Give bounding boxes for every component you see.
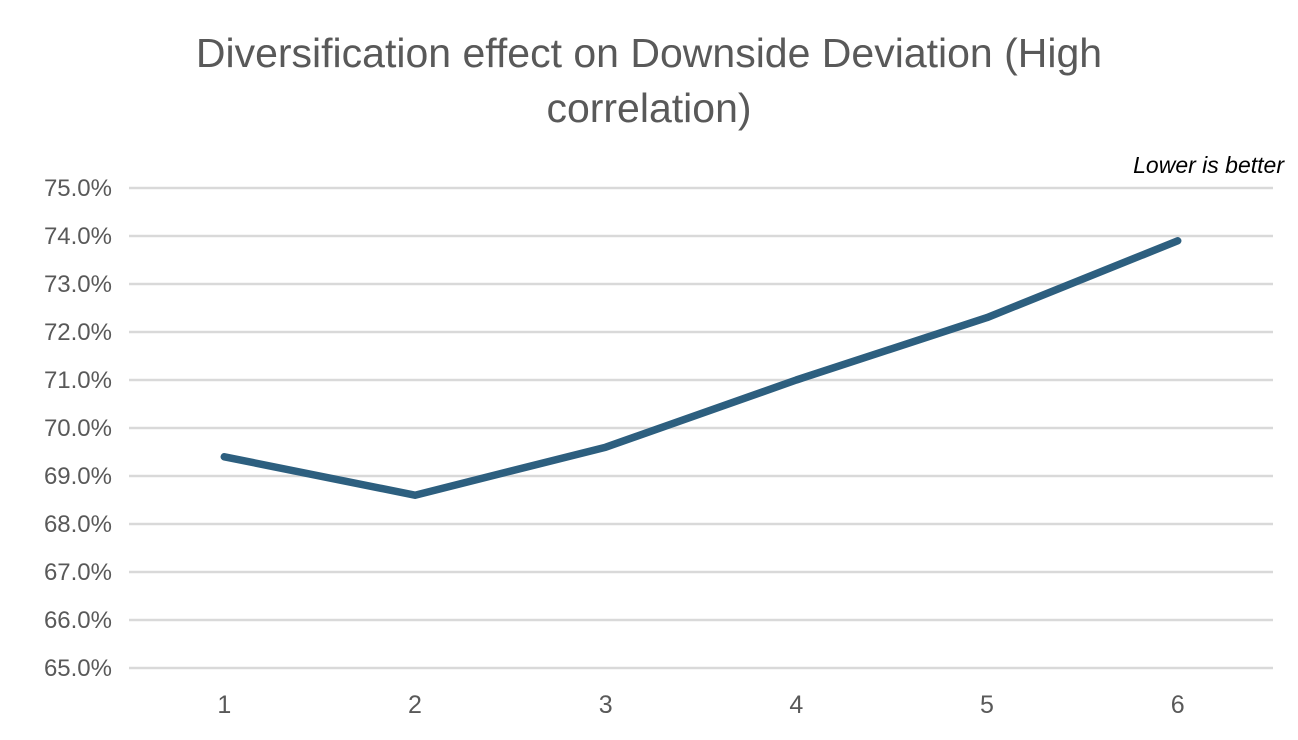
- y-tick-label: 74.0%: [44, 223, 112, 250]
- y-tick-label: 71.0%: [44, 367, 112, 394]
- x-tick-label: 5: [980, 691, 994, 719]
- y-tick-label: 75.0%: [44, 175, 112, 202]
- y-tick-label: 70.0%: [44, 415, 112, 442]
- chart-title: Diversification effect on Downside Devia…: [195, 30, 1103, 131]
- x-tick-label: 3: [599, 691, 613, 719]
- y-tick-label: 72.0%: [44, 319, 112, 346]
- x-tick-label: 2: [408, 691, 422, 719]
- y-tick-label: 66.0%: [44, 607, 112, 634]
- data-line-series: [220, 237, 1182, 499]
- chart-annotation: Lower is better: [1133, 152, 1284, 178]
- y-tick-label: 69.0%: [44, 463, 112, 490]
- x-tick-label: 6: [1171, 691, 1185, 719]
- y-tick-label: 67.0%: [44, 559, 112, 586]
- x-tick-label: 4: [789, 691, 803, 719]
- x-tick-label: 1: [217, 691, 231, 719]
- y-tick-label: 68.0%: [44, 511, 112, 538]
- y-tick-label: 73.0%: [44, 271, 112, 298]
- y-tick-label: 65.0%: [44, 655, 112, 682]
